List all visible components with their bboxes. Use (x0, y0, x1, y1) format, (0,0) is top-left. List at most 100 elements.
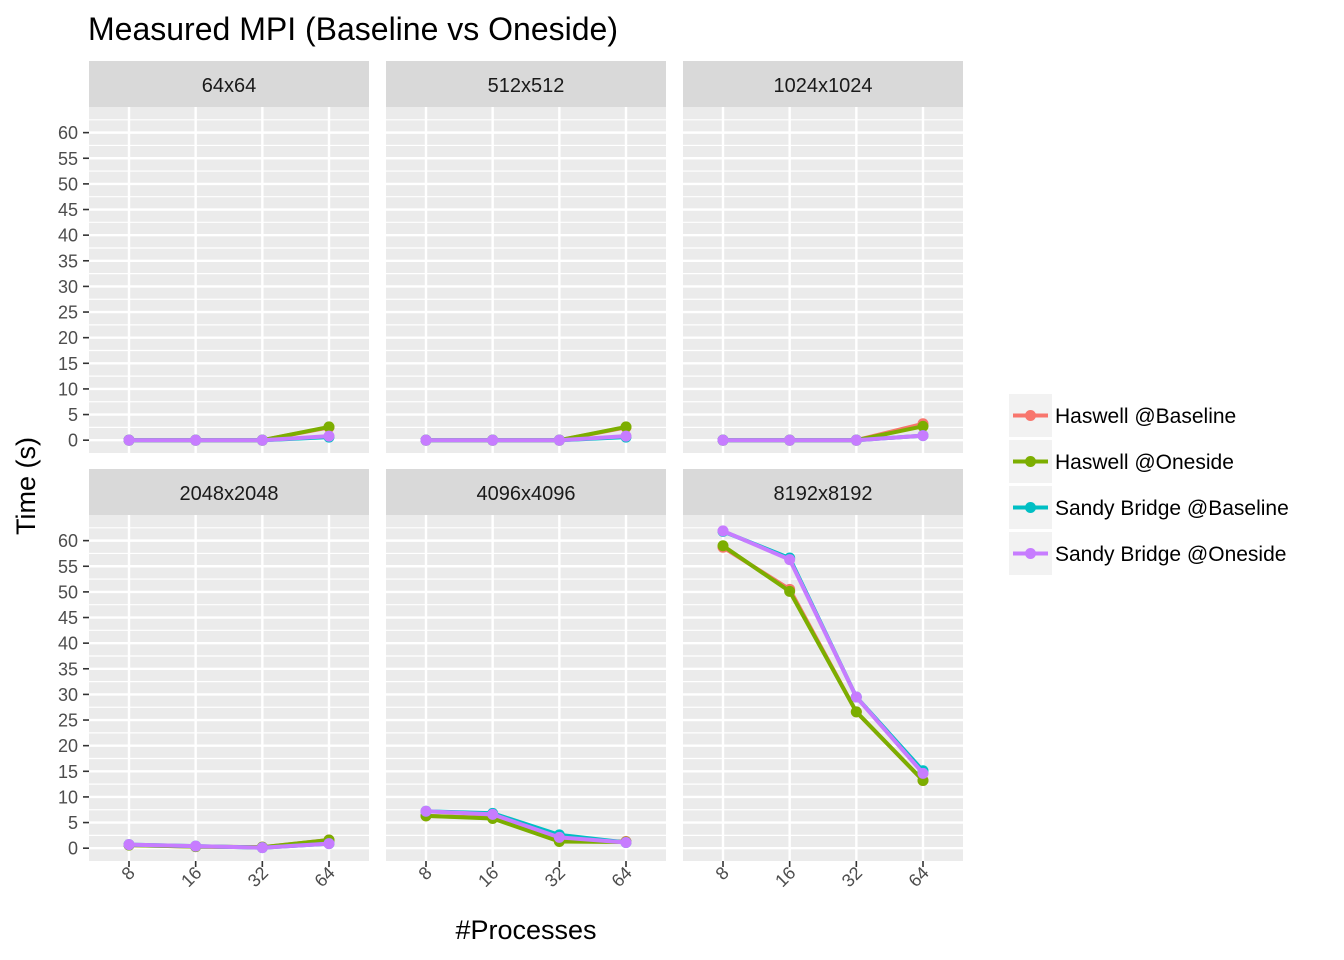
data-point (717, 525, 729, 537)
y-tick-label: 55 (58, 557, 78, 577)
data-point (190, 840, 202, 852)
data-point (620, 421, 632, 433)
y-tick-label: 50 (58, 582, 78, 602)
panel-strip-label: 8192x8192 (774, 483, 873, 505)
data-point (784, 434, 796, 446)
data-point (850, 434, 862, 446)
data-point (123, 839, 135, 851)
y-tick-label: 30 (58, 685, 78, 705)
y-tick-label: 50 (58, 174, 78, 194)
data-point (420, 805, 432, 817)
legend-label: Sandy Bridge @Oneside (1055, 543, 1286, 566)
data-point (487, 434, 499, 446)
series-line (721, 433, 925, 443)
data-point (917, 420, 929, 432)
panel-strip-label: 1024x1024 (774, 75, 873, 97)
y-tick-label: 0 (68, 839, 78, 859)
data-point (323, 838, 335, 850)
panel-strip (386, 469, 666, 515)
panel-strip (683, 469, 963, 515)
legend-label: Haswell @Baseline (1055, 405, 1236, 428)
panel-512x512: 512x512 (386, 61, 666, 453)
legend-key-point (1025, 502, 1036, 513)
y-tick-label: 20 (58, 736, 78, 756)
y-tick-label: 15 (58, 354, 78, 374)
y-tick-label: 20 (58, 328, 78, 348)
panel-strip (89, 61, 369, 107)
data-point (717, 540, 729, 552)
y-tick-label: 10 (58, 379, 78, 399)
y-tick-label: 35 (58, 659, 78, 679)
panel-background (683, 515, 963, 861)
legend-key-point (1025, 410, 1036, 421)
y-tick-label: 40 (58, 226, 78, 246)
y-tick-label: 40 (58, 634, 78, 654)
y-tick-label: 0 (68, 431, 78, 451)
y-tick-label: 55 (58, 149, 78, 169)
data-point (323, 430, 335, 442)
y-tick-label: 30 (58, 277, 78, 297)
series-line (424, 434, 628, 443)
data-point (420, 434, 432, 446)
y-tick-label: 5 (68, 405, 78, 425)
data-point (256, 842, 268, 854)
y-axis-label: Time (s) (11, 437, 41, 535)
panel-background (683, 107, 963, 453)
data-point (784, 554, 796, 566)
data-point (917, 767, 929, 779)
data-point (917, 430, 929, 442)
y-tick-label: 60 (58, 123, 78, 143)
legend-label: Haswell @Oneside (1055, 451, 1234, 474)
x-axis-label: #Processes (455, 915, 596, 945)
data-point (190, 434, 202, 446)
x-tick-label: 64 (311, 863, 339, 891)
data-point (256, 434, 268, 446)
x-tick-label: 32 (541, 863, 569, 891)
x-tick-label: 64 (905, 863, 933, 891)
data-point (620, 430, 632, 442)
data-point (487, 808, 499, 820)
panel-64x64: 64x64 0 5 10 15 20 25 30 35 40 45 50 55 60 (58, 61, 369, 453)
panel-strip-label: 512x512 (488, 75, 565, 97)
x-tick-label: 32 (838, 863, 866, 891)
panel-background (89, 515, 369, 861)
chart-title: Measured MPI (Baseline vs Oneside) (88, 11, 618, 47)
panel-strip-label: 64x64 (202, 75, 257, 97)
legend-label: Sandy Bridge @Baseline (1055, 497, 1289, 520)
data-point (123, 434, 135, 446)
data-point (784, 585, 796, 597)
y-tick-label: 60 (58, 531, 78, 551)
panel-background (386, 515, 666, 861)
series-line (721, 543, 925, 783)
y-tick-label: 5 (68, 813, 78, 833)
series-line (424, 809, 628, 845)
series-line (721, 528, 925, 776)
series-line (127, 841, 331, 850)
y-tick-label: 25 (58, 303, 78, 323)
data-point (717, 434, 729, 446)
panel-strip-label: 2048x2048 (180, 483, 279, 505)
legend: Haswell @Baseline Haswell @Oneside Sandy B… (1009, 394, 1289, 575)
x-tick-label: 16 (177, 863, 205, 891)
panel-strip-label: 4096x4096 (477, 483, 576, 505)
data-point (850, 706, 862, 718)
data-point (620, 837, 632, 849)
x-tick-label: 32 (244, 863, 272, 891)
x-tick-label: 16 (771, 863, 799, 891)
data-point (553, 434, 565, 446)
data-point (323, 421, 335, 433)
data-point (850, 691, 862, 703)
y-tick-label: 45 (58, 200, 78, 220)
panel-strip (683, 61, 963, 107)
y-tick-label: 15 (58, 762, 78, 782)
panel-strip (386, 61, 666, 107)
x-tick-label: 64 (608, 863, 636, 891)
x-tick-label: 16 (474, 863, 502, 891)
legend-key-point (1025, 456, 1036, 467)
y-tick-label: 25 (58, 711, 78, 731)
